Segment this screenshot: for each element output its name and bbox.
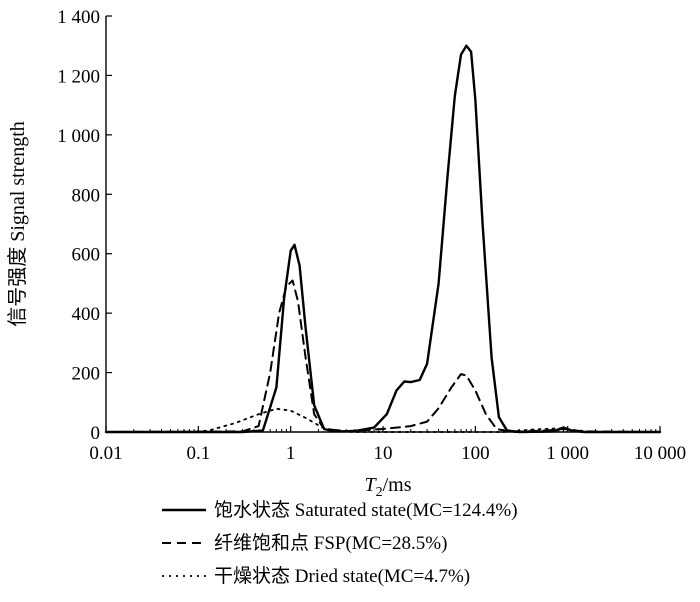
legend: 饱水状态 Saturated state(MC=124.4%) 纤维饱和点 FSP… [162, 499, 518, 587]
series-layer [104, 44, 662, 434]
legend-label-1: 饱水状态 Saturated state(MC=124.4%) [214, 499, 518, 521]
x-axis-label-sub: 2 [376, 485, 383, 500]
y-tick-label: 1 200 [57, 66, 100, 87]
y-tick-label: 0 [91, 423, 101, 444]
y-tick-label: 400 [72, 304, 101, 325]
x-tick-label: 10 [374, 443, 393, 464]
x-tick-label: 1 [286, 443, 296, 464]
x-axis-label-main: T [364, 474, 377, 496]
series-line-2 [105, 279, 661, 433]
y-tick-label: 200 [72, 364, 101, 385]
series-line-1 [104, 44, 662, 434]
y-tick-label: 600 [72, 245, 101, 266]
y-tick-label: 1 400 [57, 7, 100, 28]
y-ticks: 0 200 400 600 800 1 000 1 200 1 400 [57, 7, 112, 444]
x-tick-label: 100 [461, 443, 490, 464]
x-tick-label: 10 000 [634, 443, 686, 464]
x-axis-label-unit: /ms [383, 474, 412, 496]
y-tick-label: 800 [72, 185, 101, 206]
x-axis-label: T2/ms [364, 474, 411, 500]
x-tick-label: 1 000 [546, 443, 589, 464]
x-ticks: 0.01 0.1 1 10 100 1 000 10 000 [89, 426, 686, 464]
legend-label-2: 纤维饱和点 FSP(MC=28.5%) [214, 532, 447, 554]
series-line-3 [105, 407, 661, 433]
x-tick-label: 0.1 [186, 443, 210, 464]
legend-label-3: 干燥状态 Dried state(MC=4.7%) [214, 565, 470, 587]
axes [105, 16, 660, 433]
y-tick-label: 1 000 [57, 126, 100, 147]
y-axis-label: 信号强度 Signal strength [6, 121, 29, 327]
x-tick-label: 0.01 [89, 443, 122, 464]
